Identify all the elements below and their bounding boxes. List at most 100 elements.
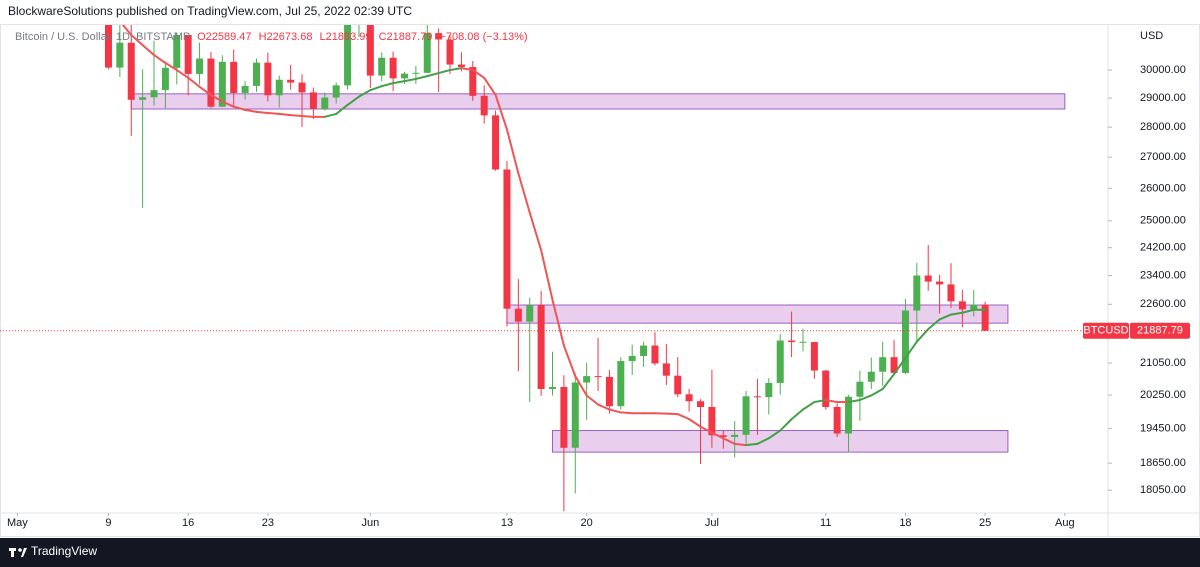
candle-body	[765, 382, 773, 398]
zone	[130, 93, 1066, 110]
ma-segment	[710, 431, 725, 440]
ma-segment	[540, 249, 554, 301]
ma-segment	[938, 313, 952, 321]
symbol: Bitcoin / U.S. Dollar, 1D, BITSTAMP	[15, 31, 190, 43]
candle-body	[480, 95, 488, 116]
ticker-badge	[1083, 322, 1129, 339]
candle-body	[788, 340, 796, 343]
ma-segment	[335, 103, 349, 115]
y-tick-label: 23400.00	[1140, 269, 1186, 281]
x-tick-label: Jul	[705, 517, 719, 529]
x-tick-label: Jun	[361, 517, 379, 529]
x-tick-label: 13	[501, 517, 513, 529]
candle-body	[549, 386, 556, 389]
ma-segment	[392, 80, 406, 85]
ma-segment	[813, 398, 827, 404]
ma-segment	[266, 112, 281, 115]
candle-body	[184, 34, 192, 74]
y-tick-label: 21050.00	[1140, 357, 1186, 369]
y-tick-label: 27000.00	[1140, 151, 1186, 163]
ma-segment	[187, 76, 201, 88]
y-tick-label: 30000.00	[1140, 64, 1186, 76]
ma-segment	[221, 100, 235, 108]
candle-body	[309, 92, 317, 109]
y-tick-label: 25000.00	[1140, 215, 1186, 227]
candle-body	[457, 64, 465, 68]
ma-segment	[323, 112, 338, 118]
candle-body	[833, 407, 841, 434]
ma-segment	[301, 114, 315, 118]
ma-segment	[505, 128, 520, 175]
ma-segment	[494, 93, 508, 131]
candle-body	[970, 304, 978, 310]
ma-segment	[870, 387, 884, 397]
candle-body	[173, 34, 181, 68]
candle-body	[492, 115, 500, 170]
candle-body	[799, 341, 807, 343]
ma-segment	[130, 33, 144, 47]
candle-body	[947, 284, 955, 302]
candle-body	[628, 355, 636, 362]
x-tick-label: Aug	[1055, 517, 1075, 529]
x-tick-label: 9	[105, 517, 111, 529]
candle-body	[856, 381, 864, 397]
candle-body	[298, 82, 306, 93]
candle-body	[571, 382, 579, 448]
ma-segment	[255, 110, 269, 115]
candle-body	[378, 57, 386, 76]
x-tick-label: 23	[262, 517, 274, 529]
candle-body	[776, 340, 784, 383]
candle-body	[537, 305, 545, 389]
candle-body	[913, 275, 921, 311]
candle-body	[366, 25, 374, 76]
ma-segment	[380, 82, 395, 88]
ma-segment	[745, 442, 759, 447]
ma-segment	[278, 112, 292, 117]
ma-segment	[528, 211, 543, 252]
candle-body	[708, 407, 716, 436]
candle-body	[514, 308, 522, 322]
candle-body	[651, 345, 659, 364]
ma-segment	[688, 418, 702, 428]
candle-body	[697, 401, 705, 408]
candle-body	[389, 57, 397, 79]
published-note: BlockwareSolutions published on TradingV…	[8, 4, 412, 18]
candle-body	[685, 394, 693, 402]
ma-segment	[232, 105, 247, 111]
candle-body	[526, 305, 534, 322]
candle-body	[252, 62, 260, 86]
ma-segment	[562, 344, 577, 378]
candle-body	[674, 375, 682, 395]
candle-body	[810, 342, 818, 371]
y-tick-label: 19450.00	[1140, 422, 1186, 434]
brand: TradingView	[31, 544, 97, 558]
candle-body	[719, 435, 727, 437]
candle-body	[241, 85, 249, 93]
ma-segment	[597, 403, 611, 411]
ma-segment	[585, 394, 600, 406]
ma-segment	[164, 61, 178, 72]
ticker-label: BTCUSD	[1083, 325, 1128, 337]
candle-body	[207, 58, 215, 107]
ma-segment	[699, 425, 713, 434]
candle-body	[400, 73, 408, 79]
ma-segment	[961, 308, 975, 314]
candle-body	[446, 39, 454, 65]
candle-body	[981, 304, 989, 331]
open-value: O22589.47	[197, 31, 251, 43]
ma-segment	[733, 442, 748, 447]
candle-body	[104, 25, 112, 68]
candle-body	[321, 97, 329, 109]
candle-body	[264, 62, 272, 96]
candle-body	[161, 67, 169, 91]
candle-body	[662, 363, 670, 376]
y-tick-label: 20250.00	[1140, 389, 1186, 401]
candle-body	[890, 357, 898, 373]
candle-body	[594, 376, 602, 378]
ma-segment	[289, 114, 304, 117]
candle-body	[423, 33, 431, 73]
ma-segment	[949, 311, 964, 316]
candle-body	[435, 33, 443, 40]
